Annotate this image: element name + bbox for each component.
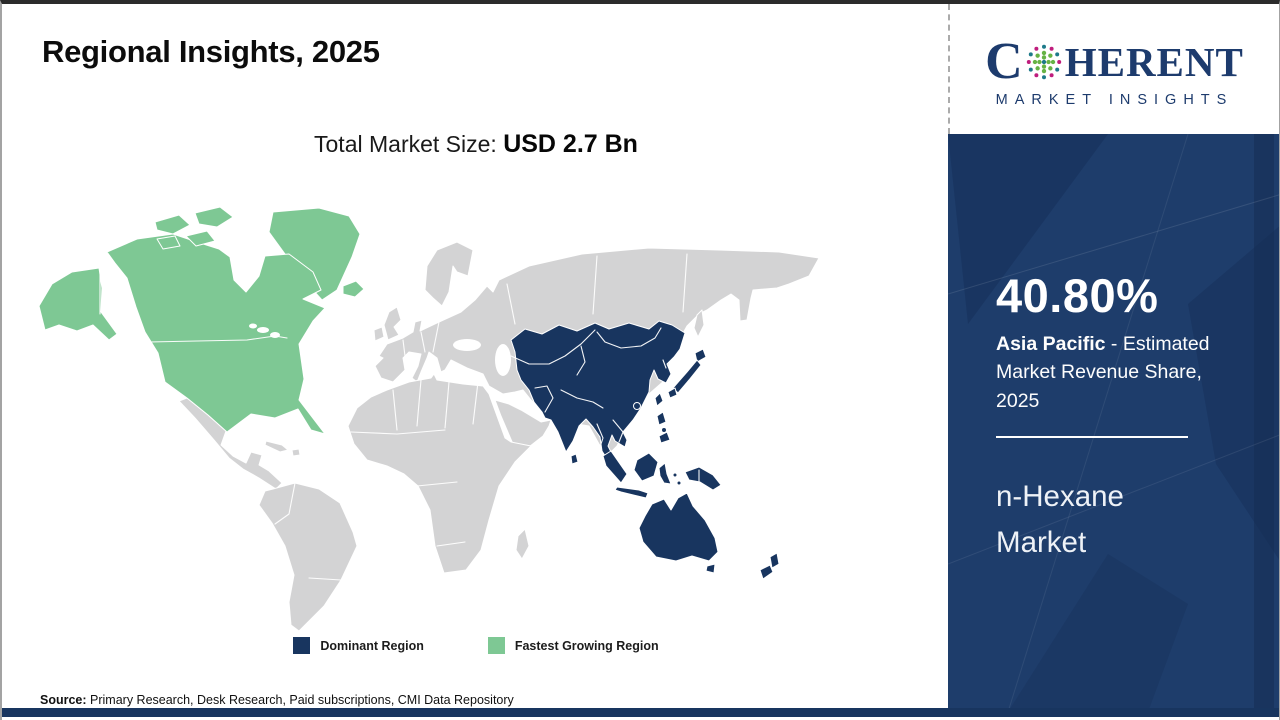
coherent-logo: C HERENT xyxy=(985,36,1244,88)
logo-wordmark: HERENT xyxy=(1064,38,1244,85)
legend-item-dominant: Dominant Region xyxy=(293,637,424,654)
country-borders xyxy=(99,253,700,581)
market-name: n-Hexane Market xyxy=(996,479,1124,560)
market-share-description: Asia Pacific - Estimated Market Revenue … xyxy=(996,330,1242,416)
total-market-size: Total Market Size: USD 2.7 Bn xyxy=(2,130,950,159)
source-label: Source: xyxy=(40,693,87,707)
main-column: Regional Insights, 2025 Total Market Siz… xyxy=(2,4,950,720)
bottom-accent-bar xyxy=(2,708,1279,717)
world-map-svg xyxy=(38,206,820,632)
fastest-growing-region-label: Fastest Growing Region xyxy=(514,638,659,653)
region-north-america xyxy=(38,206,365,435)
logo-letter-c: C xyxy=(985,33,1023,90)
page-title: Regional Insights, 2025 xyxy=(42,34,380,69)
region-asia-pacific xyxy=(510,320,780,580)
logo-globe-icon xyxy=(1026,44,1061,80)
panel-content: 40.80% Asia Pacific - Estimated Market R… xyxy=(948,134,1279,567)
source-text: Primary Research, Desk Research, Paid su… xyxy=(86,693,514,707)
legend-item-fastest: Fastest Growing Region xyxy=(487,637,659,654)
panel-texture xyxy=(948,134,1279,712)
panel-divider xyxy=(996,435,1188,438)
map-legend: Dominant Region Fastest Growing Region xyxy=(2,637,950,654)
logo-tagline: MARKET INSIGHTS xyxy=(995,92,1234,108)
total-market-size-value: USD 2.7 Bn xyxy=(503,130,638,158)
map-seas xyxy=(249,323,511,376)
fastest-growing-region-swatch xyxy=(487,637,505,654)
dominant-region-swatch xyxy=(293,637,311,654)
total-market-size-label: Total Market Size: xyxy=(314,131,504,157)
brand-box: C HERENT M xyxy=(948,4,1279,134)
source-line: Source: Primary Research, Desk Research,… xyxy=(40,693,514,707)
dominant-region-label: Dominant Region xyxy=(320,638,424,653)
market-share-value: 40.80% xyxy=(996,269,1159,322)
highlight-panel: 40.80% Asia Pacific - Estimated Market R… xyxy=(948,134,1279,712)
world-map xyxy=(37,194,887,634)
region-name: Asia Pacific xyxy=(996,332,1106,355)
share-metric-text: - Estimated Market Revenue Share, 2025 xyxy=(996,332,1210,412)
